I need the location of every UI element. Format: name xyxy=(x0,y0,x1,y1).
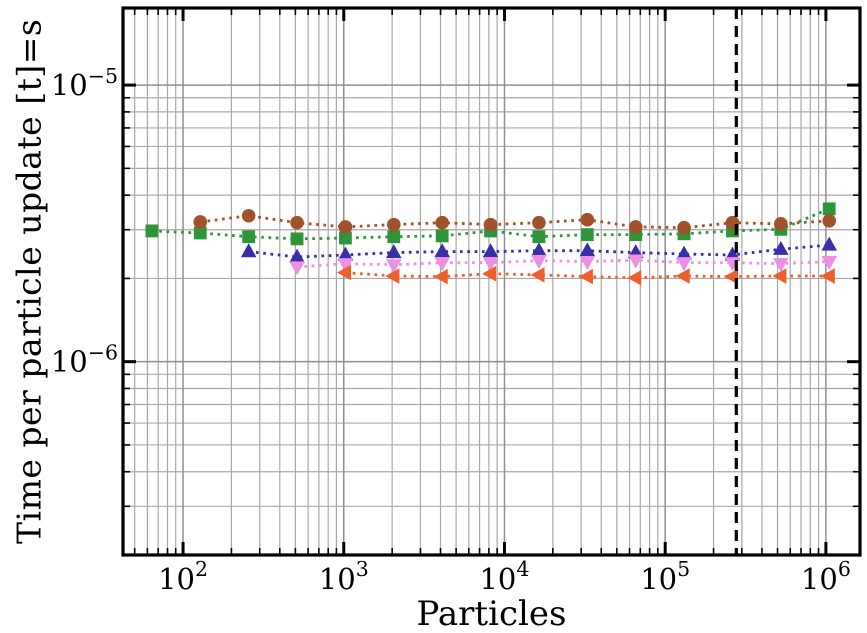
marker-circle xyxy=(677,220,691,235)
axis-ticks xyxy=(123,8,860,555)
marker-triangle-up xyxy=(385,244,402,259)
grid xyxy=(123,8,860,555)
marker-square xyxy=(242,230,256,244)
marker-circle xyxy=(435,215,449,230)
marker-triangle-down xyxy=(385,259,402,274)
y-tick-label: 10−5 xyxy=(51,64,118,102)
marker-triangle-down xyxy=(821,256,838,271)
marker-triangle-down xyxy=(676,257,692,272)
marker-triangle-down xyxy=(482,257,499,272)
marker-triangle-down xyxy=(773,258,789,273)
marker-circle xyxy=(822,214,837,228)
marker-triangle-left xyxy=(337,264,352,281)
marker-triangle-left xyxy=(482,265,497,282)
x-tick-label: 105 xyxy=(640,557,690,596)
marker-triangle-down xyxy=(289,261,305,276)
marker-triangle-left xyxy=(578,268,593,285)
marker-triangle-left xyxy=(530,267,545,283)
marker-triangle-down xyxy=(337,258,354,273)
marker-triangle-up xyxy=(482,243,499,258)
series-brown-circles xyxy=(193,208,837,235)
series-violet-down-triangles xyxy=(289,254,838,276)
marker-triangle-left xyxy=(772,268,787,284)
marker-circle xyxy=(580,212,595,227)
marker-circle xyxy=(193,215,208,229)
marker-triangle-up xyxy=(676,245,692,260)
y-axis-label: Time per particle update [t]=s xyxy=(9,18,49,545)
marker-square xyxy=(339,231,352,245)
marker-circle xyxy=(386,217,401,232)
marker-circle xyxy=(338,220,353,234)
tick-labels: 102 103 104 105 106 10−5 10−6 xyxy=(51,64,851,596)
marker-circle xyxy=(628,220,643,234)
x-tick-label: 102 xyxy=(158,557,208,596)
marker-triangle-left xyxy=(433,268,448,285)
marker-triangle-down xyxy=(434,257,450,272)
marker-triangle-up xyxy=(240,243,257,258)
marker-triangle-left xyxy=(820,268,835,284)
series-green-squares xyxy=(145,202,836,246)
marker-triangle-down xyxy=(531,254,547,269)
plot-border xyxy=(121,6,862,557)
marker-circle xyxy=(290,215,304,230)
marker-square xyxy=(532,230,546,244)
marker-circle xyxy=(241,208,256,223)
marker-square xyxy=(193,226,207,240)
x-tick-label: 104 xyxy=(479,557,529,596)
y-tick-label: 10−6 xyxy=(51,341,118,379)
marker-triangle-down xyxy=(627,254,644,269)
marker-triangle-up xyxy=(289,248,305,263)
marker-triangle-up xyxy=(434,243,450,258)
x-axis-label: Particles xyxy=(416,594,567,633)
marker-triangle-left xyxy=(675,268,690,284)
marker-square xyxy=(435,229,449,243)
marker-triangle-up xyxy=(531,242,547,257)
marker-square xyxy=(290,232,304,246)
marker-square xyxy=(822,202,836,216)
marker-circle xyxy=(532,215,546,230)
x-tick-label: 106 xyxy=(801,557,851,596)
x-tick-label: 103 xyxy=(319,557,369,596)
marker-square xyxy=(387,230,401,244)
marker-triangle-up xyxy=(337,246,354,261)
series-line-brown-circles xyxy=(200,214,830,230)
series-orange-left-triangles xyxy=(337,264,835,286)
marker-triangle-down xyxy=(579,256,596,271)
marker-triangle-up xyxy=(773,240,789,255)
series-line-violet-down-triangles xyxy=(296,258,830,269)
marker-triangle-left xyxy=(385,268,400,284)
marker-square xyxy=(145,224,159,238)
marker-triangle-left xyxy=(724,268,739,285)
marker-square xyxy=(580,228,594,242)
marker-triangle-up xyxy=(821,236,838,251)
marker-triangle-left xyxy=(627,270,642,286)
marker-circle xyxy=(774,217,788,231)
marker-triangle-up xyxy=(579,242,596,257)
marker-circle xyxy=(483,217,498,232)
